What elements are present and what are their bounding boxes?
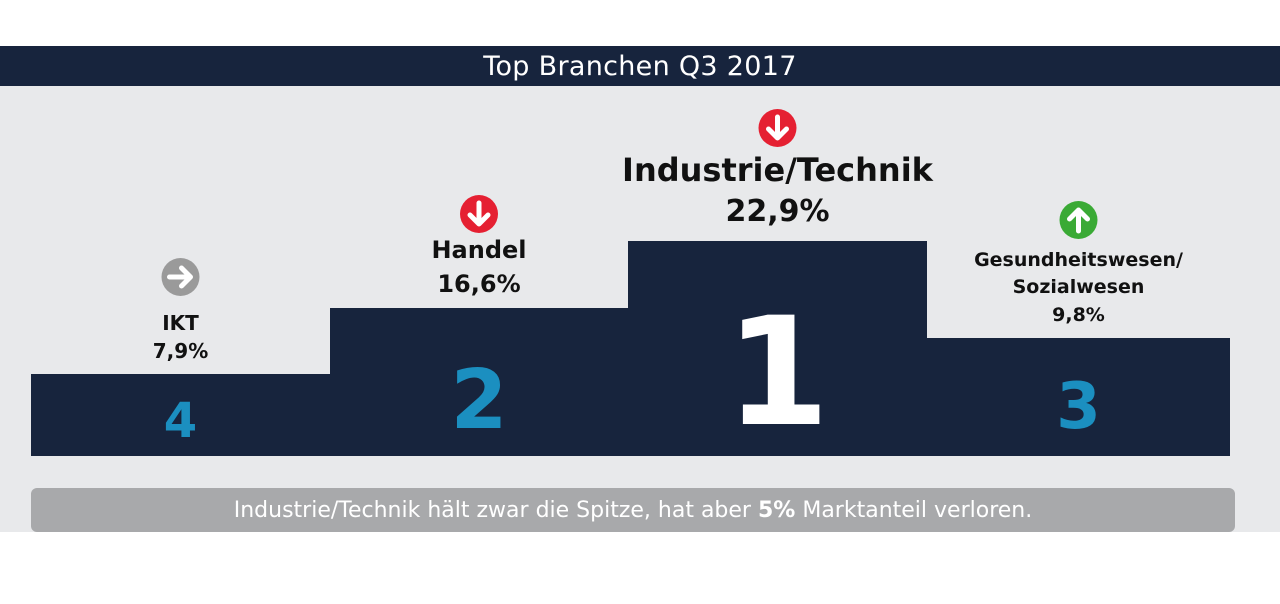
- category-label: Gesundheitswesen/: [974, 249, 1183, 271]
- footer-text-bold: 5%: [757, 497, 796, 523]
- rank-number: 1: [725, 286, 829, 460]
- value-label: 9,8%: [1052, 304, 1105, 326]
- category-label: Industrie/Technik: [622, 151, 934, 189]
- podium-block: [927, 338, 1230, 456]
- trend-arrow-glyph: [467, 200, 491, 227]
- category-label: IKT: [162, 311, 199, 335]
- podium-block: [330, 308, 628, 456]
- podium-chart: 4 IKT 7,9% 2 Handel 16,6% 1 Industrie/Technik 22…: [31, 109, 1230, 460]
- podium-svg: 4 IKT 7,9% 2 Handel 16,6% 1 Industrie/Technik 22…: [31, 109, 1230, 460]
- footer-note: Industrie/Technik hält zwar die Spitze, …: [31, 488, 1235, 532]
- footer-text-after: Marktanteil verloren.: [802, 497, 1033, 523]
- chart-title: Top Branchen Q3 2017: [0, 46, 1280, 86]
- podium-block: [31, 374, 330, 456]
- value-label: 7,9%: [153, 339, 208, 363]
- footer-text-before: Industrie/Technik hält zwar die Spitze, …: [233, 497, 751, 523]
- category-label: Handel: [431, 236, 526, 264]
- value-label: 16,6%: [437, 270, 520, 298]
- category-label: Sozialwesen: [1013, 276, 1145, 298]
- podium-block: [628, 241, 927, 456]
- rank-number: 4: [164, 393, 197, 449]
- value-label: 22,9%: [725, 194, 829, 229]
- trend-arrow-glyph: [766, 114, 789, 141]
- trend-arrow-glyph: [167, 265, 193, 289]
- rank-number: 3: [1056, 370, 1101, 444]
- trend-arrow-glyph: [1067, 207, 1090, 234]
- rank-number: 2: [450, 353, 507, 448]
